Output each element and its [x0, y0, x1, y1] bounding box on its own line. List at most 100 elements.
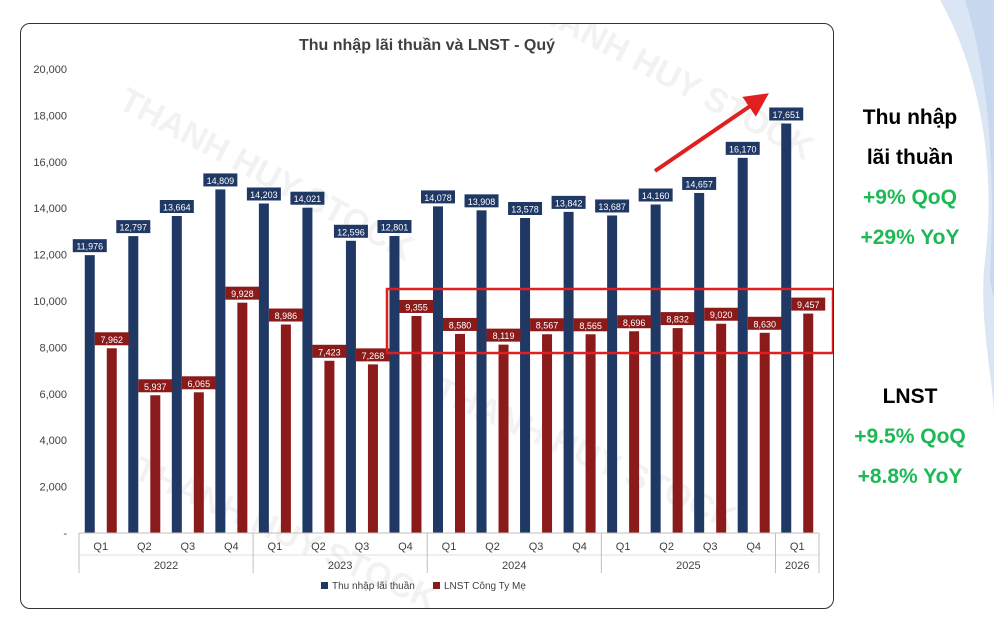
- x-tick-label: Q4: [572, 541, 587, 553]
- data-label-lnst: 8,986: [268, 308, 303, 322]
- data-label-text: 13,687: [598, 202, 626, 212]
- legend-item-nii: Thu nhập lãi thuần: [321, 580, 415, 592]
- data-label-nii: 13,687: [595, 199, 630, 213]
- data-label-box: [638, 188, 673, 202]
- data-label-text: 12,596: [337, 227, 365, 237]
- data-label-lnst: 7,268: [355, 348, 390, 362]
- data-label-box: [769, 107, 804, 121]
- bar-nii: [476, 210, 487, 533]
- x-year-label: 2024: [502, 560, 526, 572]
- data-label-box: [791, 297, 826, 311]
- data-label-text: 9,928: [231, 289, 254, 299]
- bar-lnst: [411, 315, 422, 533]
- y-tick-label: 16,000: [33, 157, 67, 169]
- legend-swatch: [433, 582, 440, 589]
- data-label-lnst: 8,630: [747, 316, 782, 330]
- data-label-nii: 12,596: [333, 224, 368, 238]
- data-label-text: 17,651: [772, 110, 800, 120]
- data-label-box: [682, 176, 717, 190]
- bar-nii: [694, 192, 705, 534]
- data-label-box: [747, 316, 782, 330]
- data-label-box: [421, 190, 455, 204]
- data-label-box: [312, 344, 347, 358]
- data-label-text: 8,565: [579, 321, 602, 331]
- data-label-lnst: 8,567: [530, 318, 565, 332]
- y-tick-label: 18,000: [33, 110, 67, 122]
- data-label-text: 14,203: [250, 190, 278, 200]
- data-label-text: 6,065: [188, 379, 211, 389]
- data-label-lnst: 8,565: [573, 318, 608, 332]
- bar-nii: [607, 215, 618, 533]
- bar-nii: [781, 123, 792, 534]
- x-tick-label: Q4: [398, 541, 413, 553]
- data-label-box: [138, 379, 173, 393]
- data-label-box: [116, 220, 151, 234]
- data-label-box: [464, 194, 499, 208]
- y-tick-label: 2,000: [39, 482, 67, 494]
- data-label-nii: 11,976: [72, 239, 107, 253]
- data-label-box: [203, 173, 238, 187]
- data-label-box: [159, 199, 194, 213]
- bar-lnst: [542, 334, 553, 533]
- data-label-text: 9,457: [797, 300, 820, 310]
- highlight-box: [385, 287, 833, 355]
- bar-lnst: [672, 328, 683, 533]
- bar-lnst: [324, 360, 335, 533]
- data-label-lnst: 8,119: [486, 328, 521, 342]
- bar-nii: [563, 211, 574, 533]
- data-label-nii: 17,651: [769, 107, 804, 121]
- data-label-text: 13,908: [468, 197, 496, 207]
- y-tick-label: 6,000: [39, 389, 67, 401]
- data-label-text: 7,423: [318, 347, 341, 357]
- bar-lnst: [106, 348, 117, 533]
- data-label-box: [725, 141, 760, 155]
- bar-nii: [171, 215, 182, 534]
- data-label-box: [290, 191, 325, 205]
- x-tick-label: Q1: [442, 541, 457, 553]
- nii-yoy: +29% YoY: [860, 226, 960, 249]
- x-tick-label: Q2: [311, 541, 326, 553]
- data-label-box: [595, 199, 630, 213]
- legend-label: Thu nhập lãi thuần: [332, 580, 415, 592]
- data-label-text: 16,170: [729, 144, 757, 154]
- trend-arrow: [653, 93, 769, 173]
- data-label-text: 12,801: [381, 223, 409, 233]
- data-label-text: 12,797: [120, 223, 148, 233]
- legend-label: LNST Công Ty Mẹ: [444, 581, 526, 592]
- bar-lnst: [585, 334, 596, 533]
- y-tick-label: -: [63, 528, 67, 540]
- x-tick-label: Q2: [137, 541, 152, 553]
- bar-lnst: [237, 302, 248, 533]
- x-tick-label: Q3: [703, 541, 718, 553]
- bar-nii: [128, 236, 139, 533]
- data-label-text: 14,160: [642, 191, 670, 201]
- watermark-text: THANH HUY STOCK: [513, 24, 820, 168]
- x-tick-label: Q1: [93, 541, 108, 553]
- bar-nii: [84, 255, 95, 533]
- data-label-text: 9,355: [405, 302, 428, 312]
- y-tick-label: 8,000: [39, 342, 67, 354]
- x-tick-label: Q3: [529, 541, 544, 553]
- data-label-box: [617, 315, 652, 329]
- x-year-label: 2023: [328, 560, 352, 572]
- bar-lnst: [716, 323, 727, 533]
- data-label-box: [704, 307, 739, 321]
- data-label-text: 13,578: [511, 204, 539, 214]
- data-label-box: [399, 299, 434, 313]
- bar-nii: [345, 240, 356, 533]
- nii-title-line2: lãi thuần: [866, 146, 954, 169]
- data-label-nii: 16,170: [725, 141, 760, 155]
- data-label-box: [486, 328, 521, 342]
- data-label-box: [268, 308, 303, 322]
- data-label-nii: 13,908: [464, 194, 499, 208]
- data-label-box: [508, 201, 543, 215]
- data-label-text: 14,809: [207, 176, 235, 186]
- x-tick-label: Q4: [224, 541, 239, 553]
- data-label-nii: 13,578: [508, 201, 543, 215]
- data-label-lnst: 9,355: [399, 299, 434, 313]
- x-tick-label: Q1: [790, 541, 805, 553]
- bar-lnst: [498, 344, 509, 533]
- data-label-box: [660, 312, 695, 326]
- bar-lnst: [455, 333, 465, 533]
- data-label-nii: 13,842: [551, 195, 586, 209]
